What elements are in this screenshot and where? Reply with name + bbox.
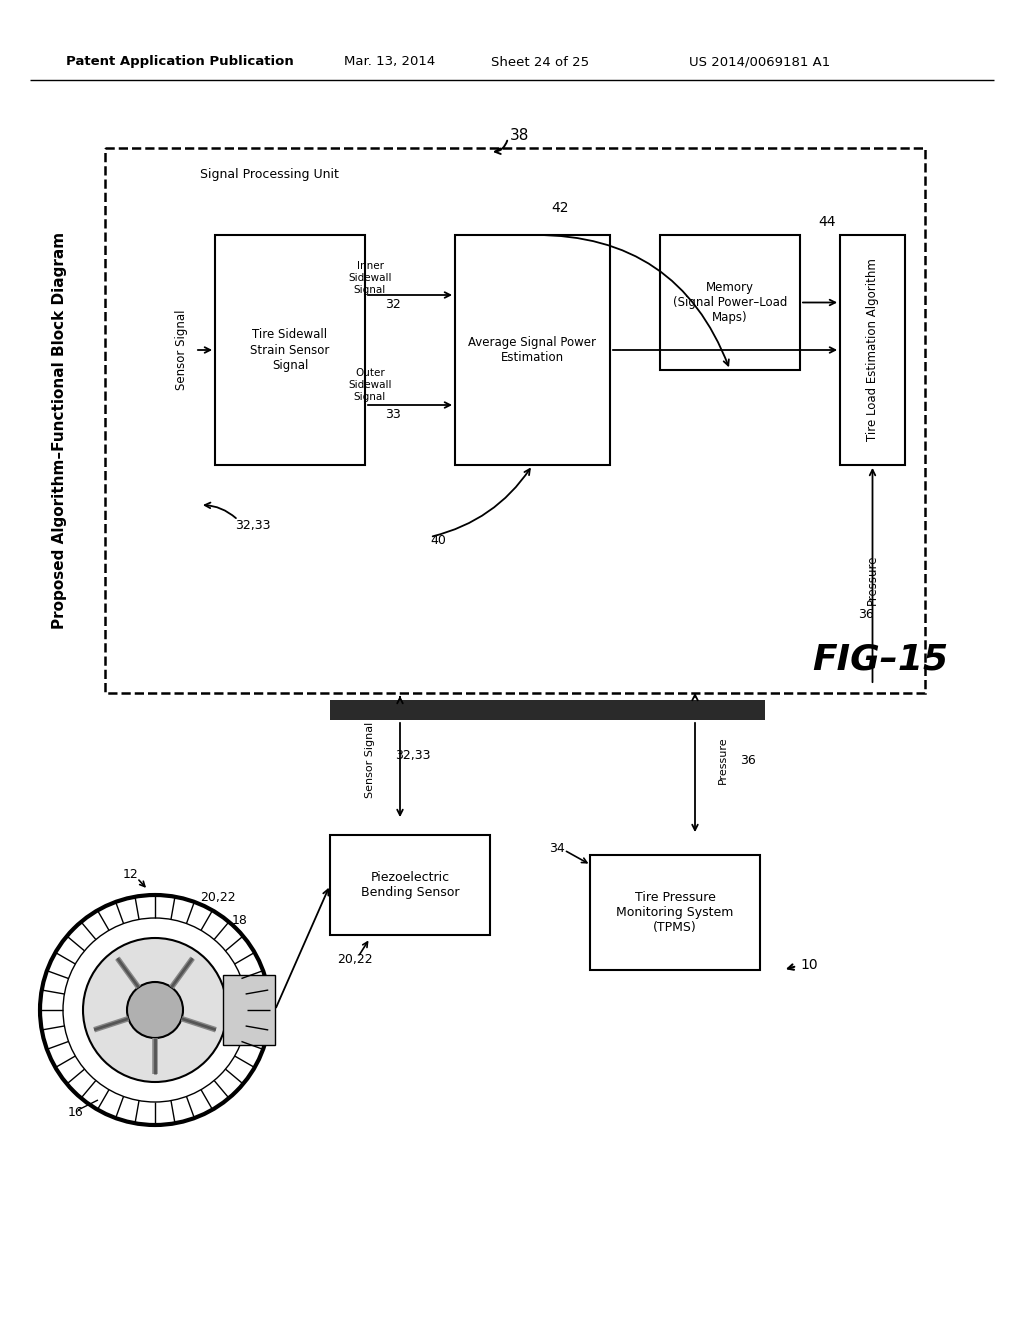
Text: US 2014/0069181 A1: US 2014/0069181 A1	[689, 55, 830, 69]
Text: 20,22: 20,22	[200, 891, 236, 904]
Bar	[223, 975, 275, 1045]
Text: Outer
Sidewall
Signal: Outer Sidewall Signal	[348, 368, 392, 401]
Text: 20,22: 20,22	[337, 953, 373, 966]
Bar	[215, 235, 365, 465]
Text: Tire Sidewall
Strain Sensor
Signal: Tire Sidewall Strain Sensor Signal	[250, 329, 330, 371]
Text: 36: 36	[858, 607, 873, 620]
Text: Tire Load Estimation Algorithm: Tire Load Estimation Algorithm	[866, 259, 879, 441]
Text: Proposed Algorithm–Functional Block Diagram: Proposed Algorithm–Functional Block Diag…	[52, 231, 68, 628]
Bar	[330, 836, 490, 935]
Bar	[455, 235, 610, 465]
Bar	[590, 855, 760, 970]
Text: Signal Processing Unit: Signal Processing Unit	[200, 168, 339, 181]
Text: 38: 38	[510, 128, 529, 144]
Text: 32,33: 32,33	[234, 519, 270, 532]
Text: Inner
Sidewall
Signal: Inner Sidewall Signal	[348, 261, 392, 294]
Text: FIG–15: FIG–15	[812, 643, 948, 677]
Text: Piezoelectric
Bending Sensor: Piezoelectric Bending Sensor	[360, 871, 459, 899]
Text: 32: 32	[385, 298, 400, 312]
Text: 16: 16	[68, 1106, 84, 1119]
Text: Sheet 24 of 25: Sheet 24 of 25	[490, 55, 589, 69]
Bar	[660, 235, 800, 370]
Text: Patent Application Publication: Patent Application Publication	[67, 55, 294, 69]
Text: 18: 18	[232, 913, 248, 927]
Text: Sensor Signal: Sensor Signal	[174, 310, 187, 391]
Text: 36: 36	[740, 754, 756, 767]
Text: 10: 10	[800, 958, 817, 972]
Text: 32,33: 32,33	[395, 748, 430, 762]
Text: 12: 12	[122, 869, 138, 882]
Text: Pressure: Pressure	[865, 554, 879, 606]
Text: Mar. 13, 2014: Mar. 13, 2014	[344, 55, 435, 69]
Text: 40: 40	[430, 533, 445, 546]
Text: Pressure: Pressure	[718, 737, 728, 784]
Text: 33: 33	[385, 408, 400, 421]
Text: 34: 34	[549, 842, 565, 854]
Circle shape	[83, 939, 227, 1082]
Text: 44: 44	[818, 215, 836, 228]
Bar	[330, 700, 765, 719]
Text: Memory
(Signal Power–Load
Maps): Memory (Signal Power–Load Maps)	[673, 281, 787, 323]
Text: 42: 42	[551, 201, 568, 215]
Circle shape	[127, 982, 183, 1038]
Bar	[105, 148, 925, 693]
Bar	[840, 235, 905, 465]
Text: Tire Pressure
Monitoring System
(TPMS): Tire Pressure Monitoring System (TPMS)	[616, 891, 733, 935]
Text: Sensor Signal: Sensor Signal	[365, 722, 375, 799]
Text: Average Signal Power
Estimation: Average Signal Power Estimation	[469, 337, 597, 364]
